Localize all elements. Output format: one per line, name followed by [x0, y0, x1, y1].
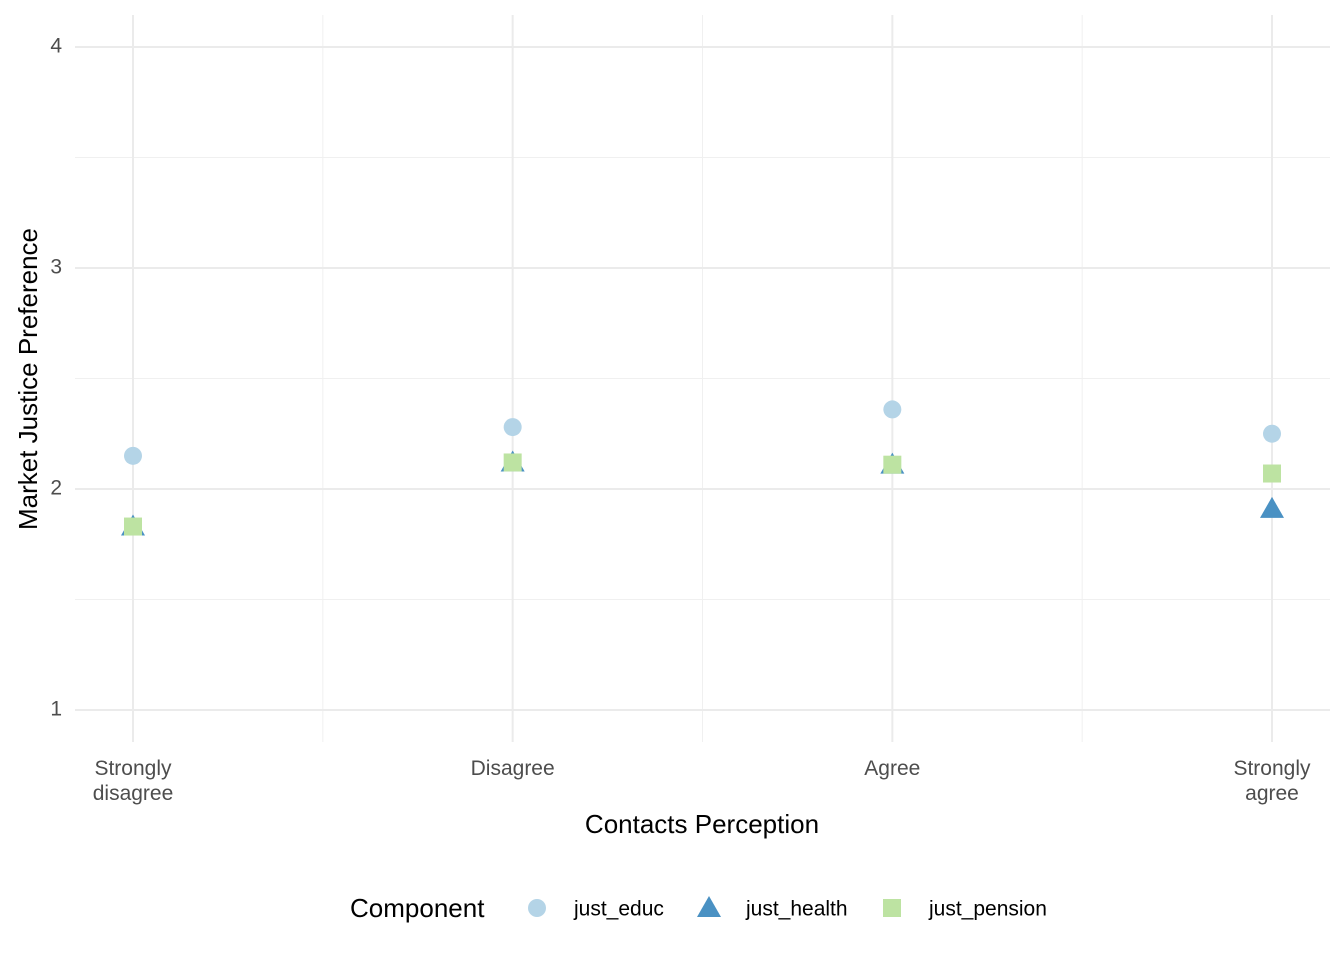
point: [1263, 464, 1281, 483]
y-tick-label: 1: [50, 698, 62, 721]
y-tick-label: 4: [50, 35, 62, 58]
x-tick-label: Disagree: [470, 757, 555, 780]
point: [883, 455, 902, 474]
x-axis-title: Contacts Perception: [585, 809, 819, 839]
point: [1263, 424, 1281, 443]
point: [124, 517, 142, 536]
legend-marker: [697, 896, 721, 917]
y-tick-label: 3: [50, 256, 62, 279]
point: [1260, 496, 1284, 518]
legend-label: just_educ: [573, 898, 664, 921]
y-axis-title: Market Justice Preference: [13, 228, 43, 530]
legend-marker: [528, 899, 546, 917]
legend-label: just_health: [745, 898, 848, 921]
point: [503, 418, 522, 437]
legend-title: Component: [350, 893, 485, 923]
point: [503, 453, 522, 472]
y-tick-label: 2: [50, 477, 62, 500]
legend-marker: [883, 899, 901, 917]
point: [124, 446, 142, 465]
x-tick-label: Agree: [864, 757, 921, 780]
point: [883, 400, 902, 419]
legend-label: just_pension: [928, 898, 1047, 921]
x-tick-label: Strongly agree: [1233, 757, 1311, 805]
x-tick-label: Strongly disagree: [92, 757, 174, 805]
